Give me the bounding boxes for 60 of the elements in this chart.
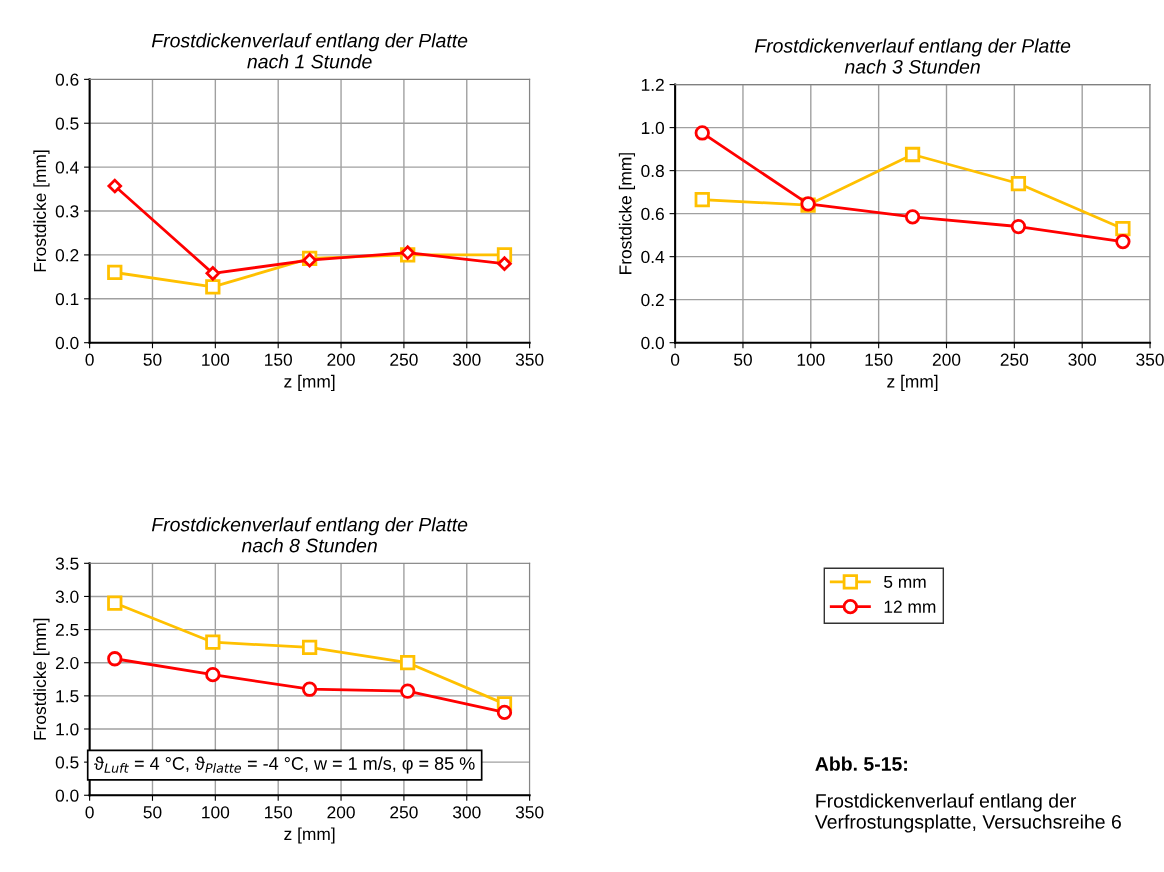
x-tick-label: 350 [1136, 353, 1164, 366]
y-tick-label: 1.2 [641, 78, 664, 91]
x-tick-label: 150 [265, 806, 292, 819]
y-tick-label: 3.5 [55, 557, 79, 570]
y-axis-title: Frostdicke [mm] [33, 618, 50, 740]
y-axis-title: Frostdicke [mm] [618, 153, 636, 274]
x-tick-label: 0 [670, 353, 680, 366]
legend-label: 12 mm [884, 600, 936, 613]
x-tick-label: 150 [865, 353, 893, 366]
x-axis-title: z [mm] [887, 374, 938, 392]
y-tick-label: 1.0 [56, 723, 79, 736]
chart-title: Frostdickenverlauf entlang der Platte nach 1 Stunde [151, 33, 468, 69]
caption: Abb. 5-15: [815, 756, 907, 771]
x-tick-label: 250 [1000, 353, 1029, 366]
y-tick-label: 3.0 [55, 590, 79, 603]
x-tick-label: 350 [515, 353, 544, 366]
text: Frostdickenverlauf entlang der Verfrostungsplatte, Versuchsreihe 6 [814, 793, 1121, 833]
y-tick-label: 0.4 [641, 250, 665, 264]
y-tick-label: 1.0 [641, 121, 665, 135]
y-axis-title: Frostdicke [mm] [33, 150, 50, 272]
x-tick-label: 200 [932, 353, 961, 366]
x-tick-label: 100 [202, 353, 230, 366]
chart-title: Frostdickenverlauf entlang der Platte nach 3 Stunden [754, 38, 1071, 74]
y-tick-label: 0.1 [55, 292, 79, 306]
x-tick-label: 0 [85, 353, 94, 366]
y-tick-label: 0.5 [55, 117, 79, 130]
y-tick-label: 0.4 [55, 161, 79, 174]
y-tick-label: 0.8 [641, 164, 664, 178]
y-tick-label: 0.2 [55, 249, 79, 262]
x-axis-title: z [mm] [284, 374, 335, 392]
annotation: ϑ$_{Luft}$ = 4 °C, ϑ$_{Platte}$ = -4 °C, w = 1 m/s, φ = 85 % [94, 756, 475, 774]
y-tick-label: 0.2 [641, 293, 664, 307]
x-tick-label: 100 [202, 806, 230, 819]
legend-label: 5 mm [884, 575, 926, 589]
x-tick-label: 200 [327, 353, 355, 366]
x-tick-label: 250 [390, 806, 418, 819]
y-tick-label: 0.3 [55, 205, 79, 218]
x-tick-label: 250 [390, 353, 418, 366]
x-tick-label: 300 [452, 353, 481, 366]
x-tick-label: 150 [265, 353, 292, 366]
y-tick-label: 2.0 [55, 656, 79, 670]
y-tick-label: 2.5 [55, 623, 79, 637]
y-tick-label: 0.0 [55, 789, 79, 802]
x-tick-label: 50 [143, 353, 162, 366]
x-tick-label: 50 [734, 353, 752, 366]
y-tick-label: 1.5 [56, 690, 79, 703]
x-tick-label: 350 [515, 806, 544, 819]
x-tick-label: 50 [143, 806, 162, 819]
y-tick-label: 0.0 [55, 336, 79, 350]
x-axis-title: z [mm] [284, 827, 335, 844]
y-tick-label: 0.6 [641, 207, 664, 221]
x-tick-label: 300 [452, 806, 481, 819]
x-tick-label: 200 [327, 806, 355, 819]
x-tick-label: 100 [797, 353, 825, 366]
x-tick-label: 0 [85, 806, 94, 819]
x-tick-label: 300 [1068, 353, 1096, 366]
y-tick-label: 0.5 [55, 756, 79, 769]
y-tick-label: 0.6 [55, 73, 79, 86]
y-tick-label: 0.0 [641, 336, 665, 350]
chart-title: Frostdickenverlauf entlang der Platte nach 8 Stunden [151, 517, 468, 553]
